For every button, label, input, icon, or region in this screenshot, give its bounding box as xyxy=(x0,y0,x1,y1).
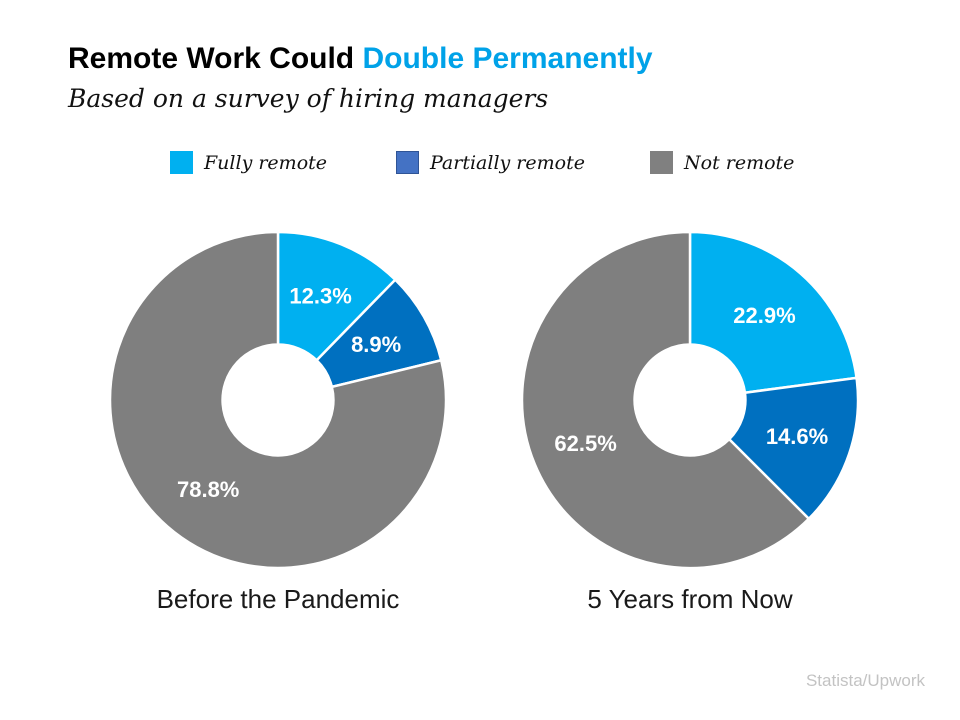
legend-item-not-remote: Not remote xyxy=(650,151,794,174)
page-title: Remote Work Could Double Permanently xyxy=(68,42,653,76)
legend-item-fully-remote: Fully remote xyxy=(170,151,327,174)
donut-slice-not-remote xyxy=(108,230,448,570)
donut-slice-partially-remote xyxy=(727,376,860,521)
legend-item-partially-remote: Partially remote xyxy=(396,151,585,174)
donut-chart-before-pandemic: 12.3%8.9% 78.8% xyxy=(108,230,448,570)
donut-data-label: 8.9% xyxy=(351,332,401,357)
page-title-main: Remote Work Could xyxy=(68,42,363,75)
legend-swatch-partially-remote xyxy=(396,151,419,174)
source-credit: Statista/Upwork xyxy=(805,671,925,690)
legend-swatch-not-remote xyxy=(650,151,673,174)
legend-swatch-fully-remote xyxy=(170,151,193,174)
donut-slice-not-remote xyxy=(520,230,811,570)
donut-slice-fully-remote xyxy=(688,230,858,394)
donut-chart-five-years: 22.9% 14.6% 62.5% xyxy=(520,230,860,570)
legend-label: Fully remote xyxy=(204,151,328,174)
legend-label: Not remote xyxy=(684,151,795,174)
chart-caption-before-pandemic: Before the Pandemic xyxy=(156,584,400,614)
donut-slice-fully-remote xyxy=(276,230,397,362)
donut-data-label: 62.5% xyxy=(554,431,616,456)
chart-caption-five-years: 5 Years from Now xyxy=(587,584,793,614)
page-title-accent: Double Permanently xyxy=(362,42,653,75)
donut-data-label: 14.6% xyxy=(766,424,828,449)
donut-data-label: 22.9% xyxy=(733,303,795,328)
donut-data-label: 78.8% xyxy=(177,477,239,502)
legend-label: Partially remote xyxy=(430,151,585,174)
donut-data-label: 12.3% xyxy=(289,283,351,308)
page-subtitle: Based on a survey of hiring managers xyxy=(68,84,549,113)
